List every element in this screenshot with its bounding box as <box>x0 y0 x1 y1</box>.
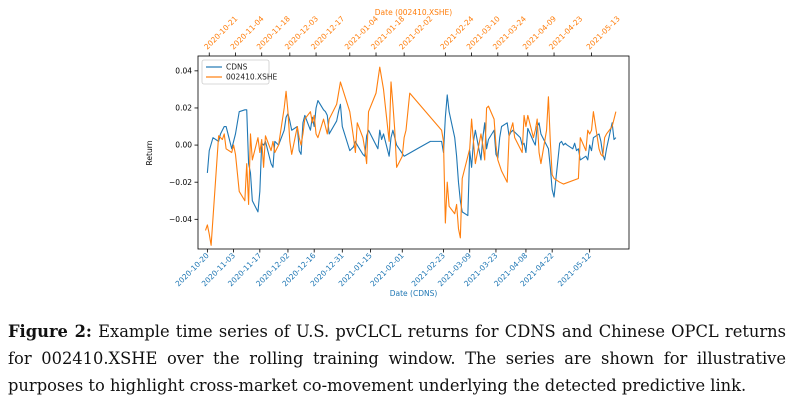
top-x-axis: 2020-10-212020-11-042020-11-182020-12-03… <box>202 14 622 56</box>
legend: CDNS 002410.XSHE <box>201 59 278 85</box>
bottom-x-axis: 2020-10-202020-11-032020-11-172020-12-02… <box>174 249 593 288</box>
series-layer <box>204 66 617 246</box>
series-line-cdns <box>206 94 617 217</box>
y-tick-label: −0.02 <box>169 178 192 187</box>
series-line-002410-xshe <box>204 66 617 246</box>
caption-label: Figure 2: <box>8 322 92 341</box>
y-tick-label: 0.02 <box>175 104 192 113</box>
y-tick-label: 0.04 <box>175 66 192 75</box>
line-chart: −0.04 −0.02 0.00 0.02 0.04 2020-10-202020-11… <box>145 8 630 298</box>
legend-label-002410: 002410.XSHE <box>226 73 278 82</box>
legend-label-cdns: CDNS <box>226 63 248 72</box>
y-axis: −0.04 −0.02 0.00 0.02 0.04 <box>169 66 198 224</box>
bottom-tick-label: 2021-02-01 <box>368 251 405 288</box>
y-tick-label: −0.04 <box>169 215 192 224</box>
bottom-axis-label: Date (CDNS) <box>390 289 438 298</box>
top-axis-label: Date (002410.XSHE) <box>375 8 453 17</box>
top-tick-label: 2021-05-13 <box>585 14 622 51</box>
caption-text: Example time series of U.S. pvCLCL retur… <box>8 322 786 395</box>
legend-box <box>201 59 270 85</box>
y-axis-label: Return <box>145 140 154 165</box>
y-tick-label: 0.00 <box>175 141 192 150</box>
figure-caption: Figure 2: Example time series of U.S. pv… <box>8 318 786 399</box>
plot-area <box>197 55 630 250</box>
bottom-tick-label: 2021-05-12 <box>556 251 593 288</box>
